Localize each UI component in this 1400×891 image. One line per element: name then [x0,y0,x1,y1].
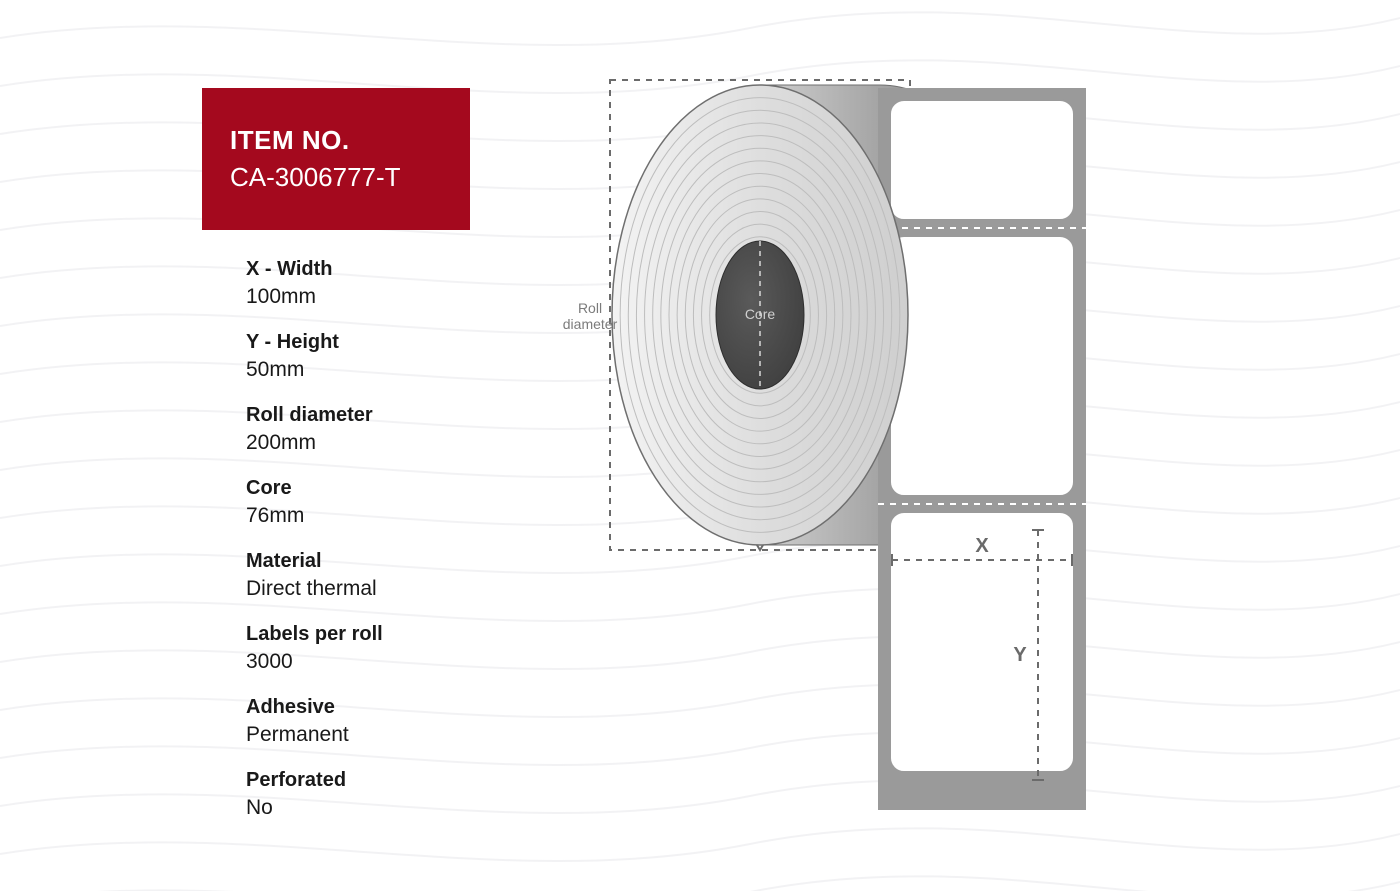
spec-label: Labels per roll [246,623,383,646]
label-roll-diagram: Core Rolldiameter X Y [560,70,1120,830]
item-number-box: ITEM NO. CA-3006777-T [202,88,470,230]
spec-label: Y - Height [246,331,383,354]
spec-label: X - Width [246,258,383,281]
spec-label: Roll diameter [246,404,383,427]
label-rect [890,236,1074,496]
spec-value: Permanent [246,723,383,747]
spec-value: 76mm [246,504,383,528]
spec-row: Adhesive Permanent [246,696,383,747]
spec-label: Core [246,477,383,500]
spec-list: X - Width 100mm Y - Height 50mm Roll diamete… [246,258,383,820]
spec-label: Perforated [246,769,383,792]
spec-value: 3000 [246,650,383,674]
item-number-title: ITEM NO. [230,125,470,156]
spec-label: Material [246,550,383,573]
page-root: ITEM NO. CA-3006777-T X - Width 100mm Y - … [0,0,1400,891]
spec-value: Direct thermal [246,577,383,601]
spec-value: 50mm [246,358,383,382]
item-number-value: CA-3006777-T [230,162,470,193]
roll-diameter-label-2: diameter [563,316,618,332]
spec-value: 100mm [246,285,383,309]
y-dim-label: Y [1013,644,1027,666]
spec-row: X - Width 100mm [246,258,383,309]
spec-row: Material Direct thermal [246,550,383,601]
spec-row: Roll diameter 200mm [246,404,383,455]
x-dim-label: X [975,535,989,557]
spec-value: No [246,796,383,820]
spec-row: Labels per roll 3000 [246,623,383,674]
label-rect [890,100,1074,220]
spec-row: Perforated No [246,769,383,820]
spec-value: 200mm [246,431,383,455]
spec-row: Y - Height 50mm [246,331,383,382]
spec-label: Adhesive [246,696,383,719]
roll-diameter-label: Roll [578,300,602,316]
spec-row: Core 76mm [246,477,383,528]
core-label: Core [745,306,776,322]
